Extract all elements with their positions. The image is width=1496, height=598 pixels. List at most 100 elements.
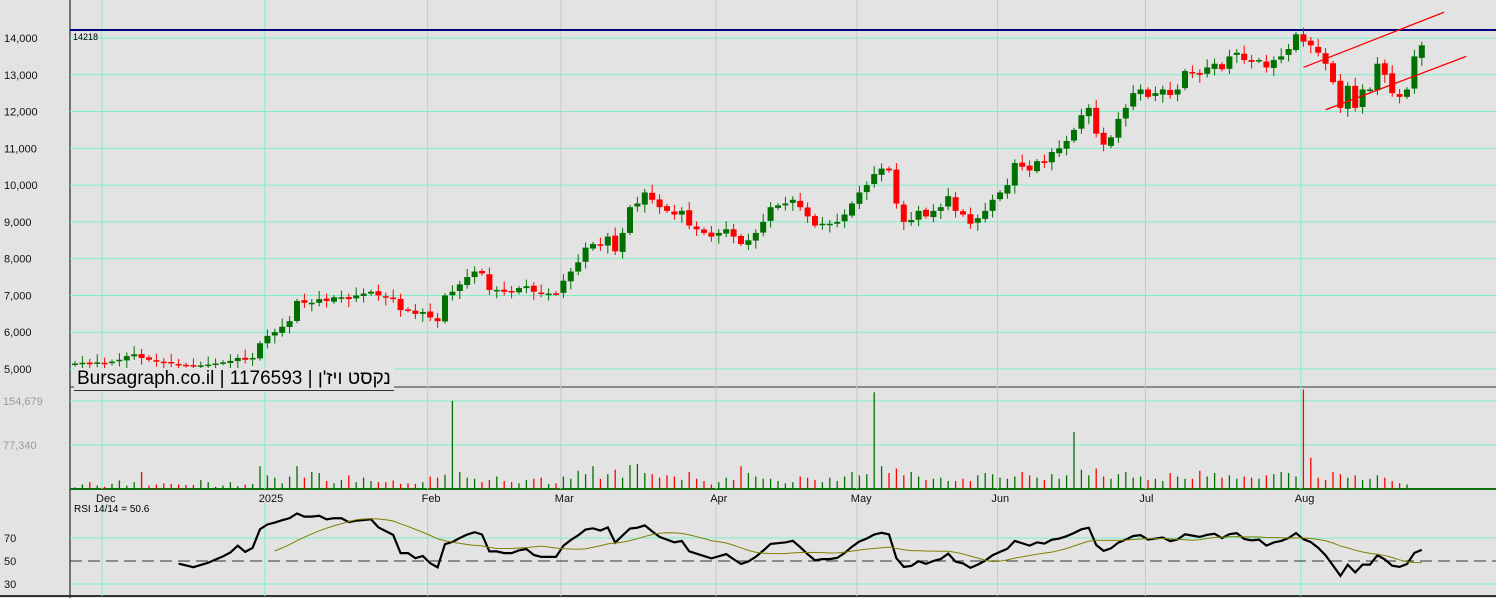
candle-body: [442, 295, 448, 322]
candle-body: [530, 285, 537, 292]
candle-body: [715, 232, 722, 236]
candle-body: [686, 210, 693, 226]
candle-body: [412, 310, 419, 314]
candle-body: [1396, 94, 1403, 97]
candle-body: [597, 244, 604, 246]
candle-body: [952, 197, 959, 211]
candle-body: [508, 290, 515, 293]
candle-body: [937, 207, 944, 211]
candle-body: [1078, 115, 1085, 129]
candle-body: [294, 300, 300, 321]
candle-body: [1085, 107, 1092, 117]
candle-body: [804, 207, 811, 217]
candle-body: [1196, 72, 1203, 75]
rsi-line: [178, 512, 1423, 578]
candle-body: [1182, 71, 1188, 89]
month-label: Jul: [1139, 493, 1153, 505]
candle-body: [967, 214, 974, 224]
candle-body: [871, 174, 878, 185]
candle-body: [856, 192, 863, 204]
price-tick-label: 9,000: [4, 217, 32, 229]
candle-body: [227, 360, 234, 363]
candle-body: [1189, 72, 1196, 74]
candle-body: [1056, 148, 1063, 154]
candle-body: [382, 296, 389, 298]
candle-body: [271, 332, 278, 336]
candle-body: [86, 362, 93, 365]
candle-body: [1270, 60, 1277, 68]
candle-body: [1256, 60, 1262, 62]
rsi-tick-label: 50: [4, 556, 16, 568]
price-tick-label: 10,000: [4, 180, 38, 192]
candle-body: [915, 210, 922, 220]
candle-body: [730, 229, 737, 237]
price-tick-label: 11,000: [4, 143, 37, 155]
candle-body: [567, 271, 574, 282]
candle-body: [1411, 56, 1418, 89]
candle-body: [449, 291, 456, 296]
candle-body: [523, 286, 530, 289]
candle-body: [923, 209, 929, 217]
candle-body: [1041, 161, 1048, 164]
candle-body: [641, 192, 648, 205]
candle-body: [456, 284, 463, 291]
candle-body: [405, 309, 411, 311]
candle-body: [1404, 89, 1410, 97]
candle-body: [834, 221, 841, 224]
candle-body: [1248, 60, 1255, 62]
candle-body: [1019, 162, 1026, 167]
candle-body: [479, 270, 485, 274]
price-tick-label: 8,000: [4, 254, 32, 266]
candle-body: [634, 203, 641, 207]
candle-body: [1226, 56, 1233, 69]
month-label: Mar: [555, 493, 574, 505]
candle-body: [197, 365, 204, 367]
candle-body: [212, 363, 219, 365]
candle-body: [1389, 73, 1396, 94]
candle-body: [1330, 63, 1336, 83]
candle-body: [656, 199, 663, 208]
rsi-tick-label: 70: [4, 533, 16, 545]
candle-body: [619, 232, 626, 252]
candle-body: [353, 295, 360, 299]
candle-body: [301, 300, 308, 303]
candle-body: [545, 293, 552, 296]
candle-body: [390, 297, 397, 300]
candle-body: [279, 326, 286, 333]
candle-body: [1011, 163, 1018, 186]
candle-body: [893, 169, 900, 204]
candle-body: [434, 318, 441, 322]
candle-body: [101, 362, 108, 365]
candle-body: [553, 293, 559, 295]
price-tick-label: 12,000: [4, 107, 38, 119]
month-label: Aug: [1295, 493, 1315, 505]
candle-body: [849, 203, 855, 216]
candle-body: [878, 168, 885, 175]
candle-body: [841, 214, 848, 222]
candle-body: [72, 363, 78, 365]
rsi-ma-line: [274, 518, 1422, 564]
candle-body: [1122, 107, 1129, 119]
candle-body: [79, 362, 86, 365]
candle-body: [582, 247, 589, 262]
candle-body: [649, 192, 656, 200]
month-label: May: [851, 493, 872, 505]
candle-body: [1381, 63, 1388, 75]
candle-body: [752, 232, 759, 241]
candle-body: [575, 262, 582, 272]
candle-body: [397, 298, 404, 311]
candle-body: [974, 218, 981, 223]
candle-body: [664, 206, 670, 211]
candle-body: [116, 359, 123, 362]
candle-body: [723, 229, 730, 234]
candle-body: [1004, 185, 1011, 194]
candle-body: [960, 211, 966, 215]
candle-body: [1093, 107, 1100, 134]
candle-body: [738, 235, 744, 244]
candle-body: [678, 210, 685, 215]
candle-body: [242, 357, 249, 360]
candle-body: [190, 365, 197, 367]
candle-body: [146, 357, 152, 360]
candle-body: [1130, 93, 1137, 107]
